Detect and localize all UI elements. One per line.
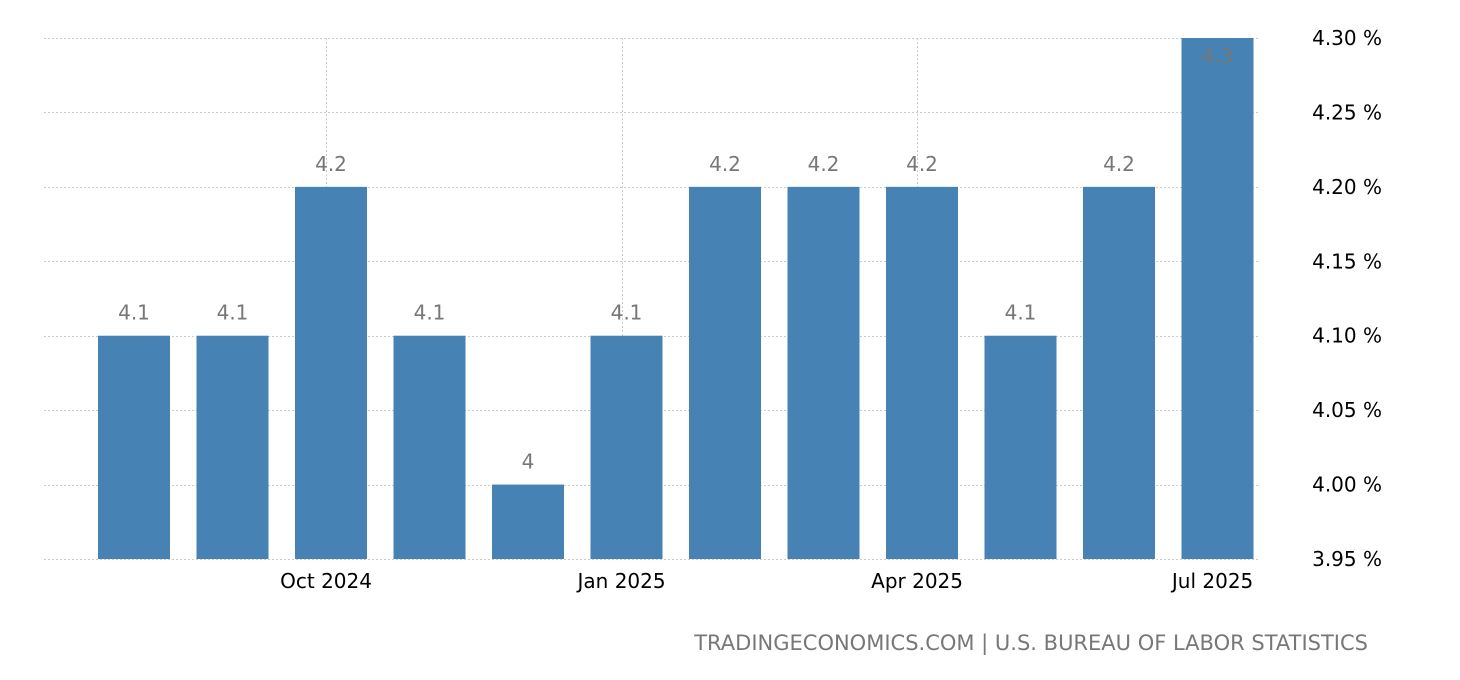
source-credit: TRADINGECONOMICS.COM | U.S. BUREAU OF LA…	[693, 631, 1368, 656]
data-label: 4.1	[217, 301, 249, 325]
y-tick-label: 4.20 %	[1312, 175, 1382, 199]
data-label: 4.2	[808, 152, 840, 176]
x-tick-label: Jul 2025	[1170, 569, 1253, 593]
bar[interactable]	[689, 186, 761, 559]
data-label: 4.3	[1202, 44, 1234, 68]
bar[interactable]	[295, 186, 367, 559]
data-label: 4.1	[118, 301, 150, 325]
data-label: 4.1	[1005, 301, 1037, 325]
bar[interactable]	[492, 484, 564, 559]
data-label: 4.1	[414, 301, 446, 325]
bar[interactable]	[196, 335, 269, 559]
x-axis: Oct 2024 Jan 2025 Apr 2025 Jul 2025	[280, 569, 1253, 593]
y-axis: 3.95 % 4.00 % 4.05 % 4.10 % 4.15 % 4.20 % 4.25…	[1312, 26, 1382, 571]
bar[interactable]	[886, 186, 958, 559]
data-label: 4.2	[709, 152, 741, 176]
y-tick-label: 4.10 %	[1312, 324, 1382, 348]
data-label: 4	[522, 450, 535, 474]
y-tick-label: 4.00 %	[1312, 473, 1382, 497]
bar[interactable]	[98, 335, 170, 559]
data-label: 4.2	[1103, 152, 1135, 176]
y-tick-label: 4.15 %	[1312, 249, 1382, 273]
x-tick-label: Apr 2025	[871, 569, 963, 593]
y-tick-label: 3.95 %	[1312, 547, 1382, 571]
data-labels: 4.1 4.1 4.2 4.1 4 4.1 4.2 4.2 4.2 4.1 4.2 4.3	[118, 44, 1233, 474]
data-label: 4.1	[611, 301, 643, 325]
bar-series	[98, 38, 1254, 559]
y-tick-label: 4.30 %	[1312, 26, 1382, 50]
x-tick-label: Oct 2024	[280, 569, 372, 593]
bar[interactable]	[787, 186, 860, 559]
data-label: 4.2	[315, 152, 347, 176]
bar[interactable]	[1181, 38, 1254, 559]
x-tick-label: Jan 2025	[576, 569, 666, 593]
y-tick-label: 4.25 %	[1312, 100, 1382, 124]
bar[interactable]	[984, 335, 1057, 559]
bar[interactable]	[1083, 186, 1155, 559]
bar[interactable]	[590, 335, 663, 559]
y-tick-label: 4.05 %	[1312, 398, 1382, 422]
bar[interactable]	[393, 335, 466, 559]
data-label: 4.2	[906, 152, 938, 176]
